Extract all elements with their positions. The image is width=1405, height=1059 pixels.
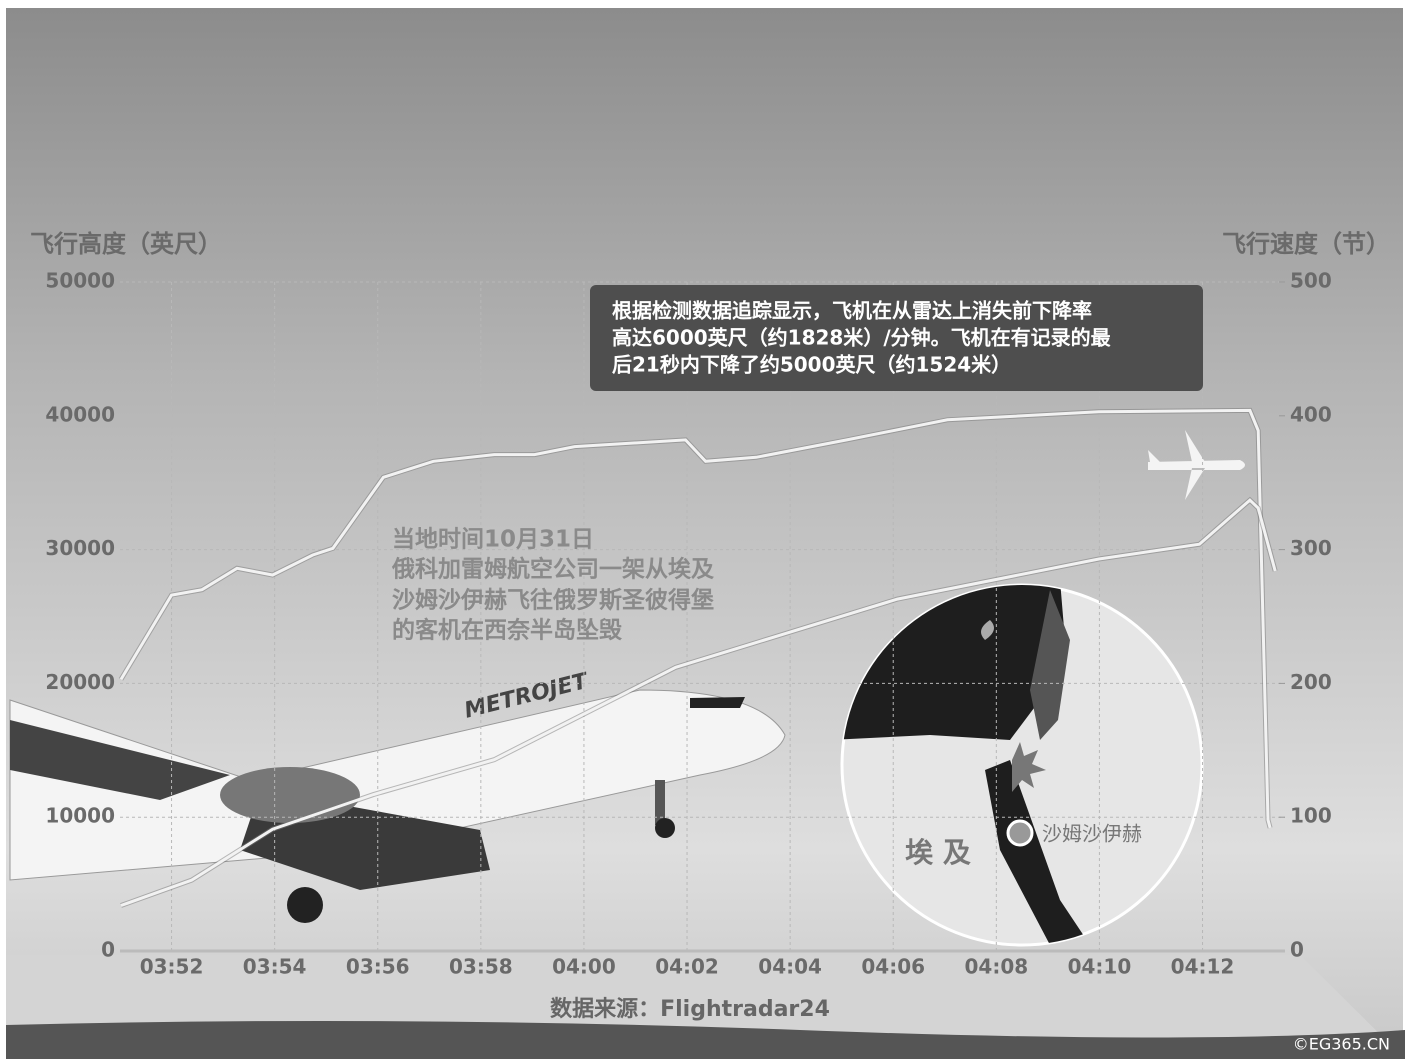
note-line: 高达6000英尺（约1828米）/分钟。飞机在有记录的最 [612,326,1112,350]
description: 当地时间10月31日 俄科加雷姆航空公司一架从埃及 沙姆沙伊赫飞往俄罗斯圣彼得堡… [391,527,714,644]
description-line: 沙姆沙伊赫飞往俄罗斯圣彼得堡 [392,587,714,614]
airliner: METROJET [9,668,786,923]
line [119,408,1272,829]
x-tick-label: 04:10 [1068,955,1132,979]
description-line: 当地时间10月31日 [392,527,594,553]
note-line: 根据检测数据追踪显示，飞机在从雷达上消失前下降率 [612,299,1092,323]
x-tick-label: 04:08 [964,955,1028,979]
x-tick-label: 04:00 [552,955,616,979]
y2-tick-label: 500 [1290,269,1332,293]
y-tick-label: 30000 [45,536,115,560]
note-box: 根据检测数据追踪显示，飞机在从雷达上消失前下降率 高达6000英尺（约1828米… [590,285,1203,391]
description-line: 的客机在西奈半岛坠毁 [392,617,622,644]
y-tick-label: 40000 [45,402,115,426]
x-tick-label: 04:02 [655,955,719,979]
map-label: 沙姆沙伊赫 [1042,822,1142,846]
plot-area: 0 10000 20000 30000 40000 50000 0 100 200 300 400 5… [45,269,1331,979]
line [120,498,1277,907]
map-label: 埃 及 [905,836,971,869]
y2-tick-label: 300 [1290,536,1332,560]
watermark: ©EG365.CN [1293,1035,1390,1054]
x-tick-label: 03:52 [140,955,204,979]
x-tick-label: 03:56 [346,955,410,979]
x-tick-label: 03:54 [243,955,307,979]
ground-shadow [6,1021,1405,1059]
y-tick-label: 10000 [45,804,115,828]
y-tick-label: 50000 [45,269,115,293]
x-tick-label: 04:12 [1171,955,1235,979]
y2-tick-label: 100 [1290,804,1332,828]
y-tick-label: 0 [101,938,115,962]
y-tick-label: 20000 [45,670,115,694]
background [6,8,1403,1059]
y-axis-title: 飞行高度（英尺） [30,230,222,258]
y2-tick-label: 200 [1290,670,1332,694]
plane-icon [1148,430,1245,500]
x-tick-label: 04:06 [861,955,925,979]
x-tick-label: 03:58 [449,955,513,979]
y2-axis-title: 飞行速度（节） [1222,230,1390,258]
source: 数据来源：Flightradar24 [550,996,830,1022]
y2-tick-label: 400 [1290,402,1332,426]
x-tick-label: 04:04 [758,955,822,979]
note-line: 后21秒内下降了约5000英尺（约1524米） [612,353,1011,377]
description-line: 俄科加雷姆航空公司一架从埃及 [391,556,714,583]
y2-tick-label: 0 [1290,938,1304,962]
